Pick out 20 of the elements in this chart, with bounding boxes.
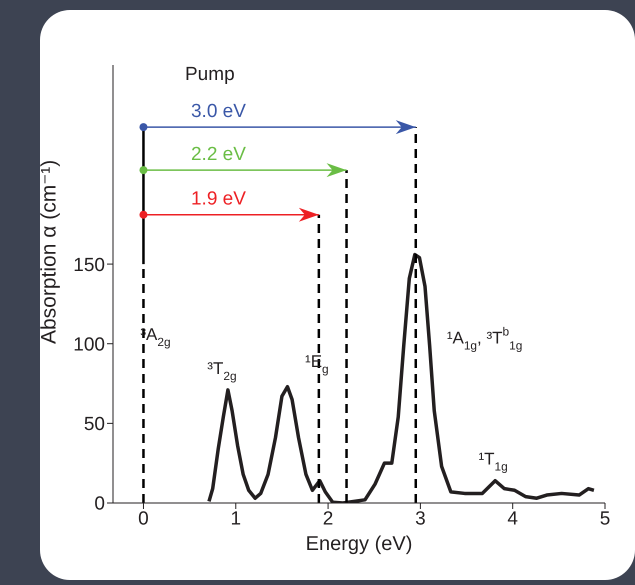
x-tick-label: 0 (138, 508, 149, 530)
annotation: ³T$_{2g}$ (207, 359, 237, 384)
x-axis-title: Energy (eV) (306, 533, 412, 555)
series-label: 3.0 eV (190, 101, 246, 122)
annotation: ³A$_{2g}$ (140, 325, 171, 349)
annotation: Pump (185, 64, 235, 86)
annotation: ¹E$_{g}$ (305, 352, 329, 376)
y-tick-label: 150 (73, 254, 105, 276)
x-tick-label: 4 (507, 508, 518, 530)
y-axis-title: Absorption α (cm⁻¹) (37, 160, 60, 344)
annotation: ¹T$_{1g}$ (478, 450, 508, 474)
x-tick-label: 2 (322, 508, 334, 530)
series-label: 2.2 eV (190, 144, 246, 166)
series-label: 1.9 eV (190, 188, 246, 210)
y-tick-label: 50 (84, 414, 105, 436)
y-tick-label: 100 (73, 334, 105, 356)
x-tick-label: 3 (415, 508, 426, 530)
x-tick-label: 5 (600, 508, 610, 530)
y-tick-label: 0 (94, 494, 105, 515)
x-tick-label: 1 (230, 508, 242, 530)
